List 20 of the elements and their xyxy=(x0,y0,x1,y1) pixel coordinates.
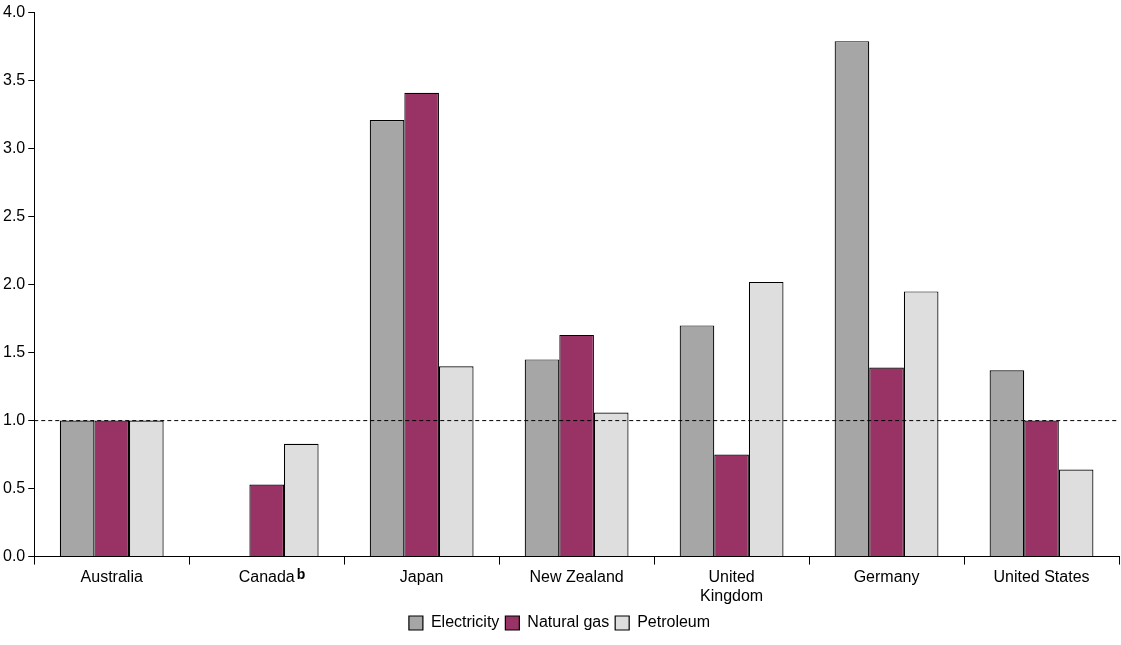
y-tick-label: 2.5 xyxy=(2,207,26,225)
x-tick-label: United States xyxy=(993,567,1090,585)
x-tick-label: United Kingdom xyxy=(700,567,764,604)
y-tick-label: 0.5 xyxy=(2,479,26,497)
x-tick-label: Australia xyxy=(80,567,143,585)
y-tick-label: 0.0 xyxy=(2,547,26,565)
x-tick-label: New Zealand xyxy=(529,567,624,585)
x-tick-label: Japan xyxy=(399,567,444,585)
y-tick-label: 3.5 xyxy=(2,71,26,89)
y-tick-label: 3.0 xyxy=(2,139,26,157)
y-tick-label: 1.5 xyxy=(2,343,26,361)
y-tick-label: 4.0 xyxy=(2,3,26,21)
text: b xyxy=(296,566,306,583)
y-tick-label: 1.0 xyxy=(2,411,26,429)
x-tick-label: Canada xyxy=(238,567,295,585)
legend-label: Electricity xyxy=(430,613,500,631)
x-tick-label: Germany xyxy=(853,567,920,585)
legend-label: Petroleum xyxy=(637,613,711,631)
y-tick-label: 2.0 xyxy=(2,275,26,293)
legend-label: Natural gas xyxy=(527,613,610,631)
